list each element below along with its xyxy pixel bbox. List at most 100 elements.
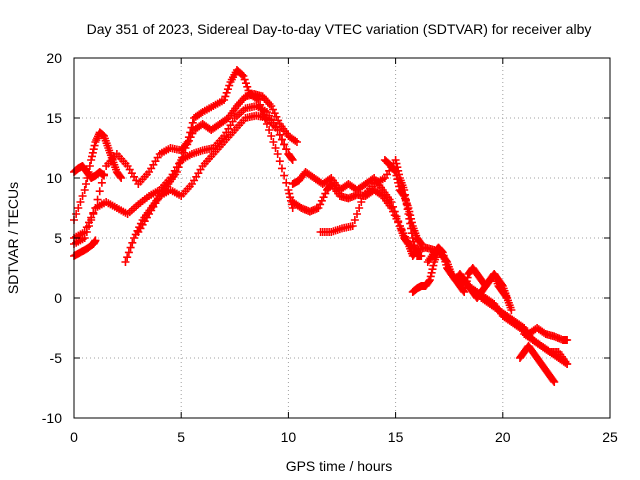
data-point — [355, 204, 364, 212]
data-point — [353, 210, 362, 218]
data-point — [404, 204, 413, 212]
data-point — [85, 162, 94, 170]
data-point — [429, 261, 438, 270]
data-point — [188, 129, 197, 138]
data-point — [90, 141, 99, 150]
data-point — [314, 204, 323, 212]
data-point — [80, 186, 89, 194]
data-point — [117, 174, 126, 182]
data-point — [188, 118, 197, 127]
data-point — [502, 292, 511, 301]
y-tick-label: 0 — [54, 290, 62, 306]
data-point — [89, 208, 98, 217]
data-point — [407, 218, 416, 227]
data-point — [291, 136, 300, 145]
data-point — [88, 148, 97, 157]
data-point — [426, 272, 435, 281]
data-point — [348, 222, 357, 230]
chart-title: Day 351 of 2023, Sidereal Day-to-day VTE… — [87, 21, 592, 37]
data-point — [126, 243, 135, 252]
data-point — [172, 168, 181, 176]
data-points — [70, 66, 572, 386]
data-point — [284, 150, 293, 158]
data-point — [123, 253, 132, 262]
y-axis-title: SDTVAR / TECUs — [5, 182, 21, 294]
data-point — [176, 158, 185, 167]
data-point — [395, 222, 404, 230]
data-point — [507, 306, 516, 314]
series-arc-e — [70, 66, 297, 242]
data-point — [269, 138, 278, 146]
data-point — [391, 156, 400, 164]
series-arc-n — [455, 276, 572, 344]
data-point — [394, 178, 403, 187]
data-point — [399, 190, 408, 199]
data-point — [411, 244, 420, 253]
data-point — [395, 182, 404, 191]
data-point — [91, 236, 100, 245]
data-point — [124, 248, 133, 257]
data-point — [270, 109, 279, 118]
data-point — [406, 211, 415, 220]
data-point — [241, 79, 250, 88]
series-arc-c — [70, 236, 100, 260]
data-point — [428, 265, 437, 274]
data-point — [82, 180, 91, 188]
x-tick-label: 20 — [495, 429, 511, 445]
axis-ticks: 0 5 10 15 20 25 -10 -5 0 5 10 15 20 — [42, 50, 618, 445]
data-point — [76, 198, 85, 206]
data-point — [72, 210, 81, 218]
data-point — [387, 198, 396, 206]
data-point — [179, 148, 188, 157]
data-point — [319, 193, 328, 202]
data-point — [181, 144, 190, 152]
data-point — [350, 216, 359, 224]
data-point — [393, 175, 402, 184]
data-point — [390, 166, 399, 175]
data-point — [277, 164, 286, 173]
data-point — [223, 85, 232, 94]
data-point — [274, 116, 283, 125]
data-point — [265, 126, 274, 134]
data-point — [397, 225, 406, 234]
x-tick-label: 15 — [388, 429, 404, 445]
data-point — [273, 150, 282, 158]
data-point — [417, 240, 426, 248]
data-point — [392, 171, 401, 180]
x-tick-label: 0 — [70, 429, 78, 445]
data-point — [401, 232, 410, 241]
data-point — [399, 229, 408, 238]
data-point — [321, 189, 330, 198]
data-point — [285, 189, 294, 198]
series-arc-q — [520, 330, 572, 368]
data-point — [288, 156, 297, 164]
grid — [74, 58, 610, 418]
y-tick-label: -5 — [50, 350, 63, 366]
data-point — [178, 153, 187, 162]
y-tick-label: -10 — [42, 410, 62, 426]
x-tick-label: 5 — [177, 429, 185, 445]
data-point — [221, 92, 230, 101]
data-point — [257, 105, 266, 114]
data-point — [417, 252, 426, 260]
series-arc-k — [380, 156, 426, 248]
data-point — [292, 138, 301, 146]
data-point — [460, 288, 469, 296]
x-tick-label: 25 — [602, 429, 618, 445]
data-point — [121, 258, 130, 266]
data-point — [271, 144, 280, 152]
data-point — [282, 178, 291, 187]
series-arc-a — [70, 128, 126, 224]
data-point — [186, 133, 195, 142]
data-point — [407, 214, 416, 223]
series-arc-g — [134, 111, 293, 236]
data-point — [563, 360, 572, 368]
data-point — [78, 192, 87, 200]
data-point — [284, 186, 293, 194]
data-point — [128, 238, 137, 247]
data-point — [427, 268, 436, 277]
x-axis-title: GPS time / hours — [286, 458, 393, 474]
data-point — [97, 178, 106, 187]
data-point — [87, 213, 96, 222]
